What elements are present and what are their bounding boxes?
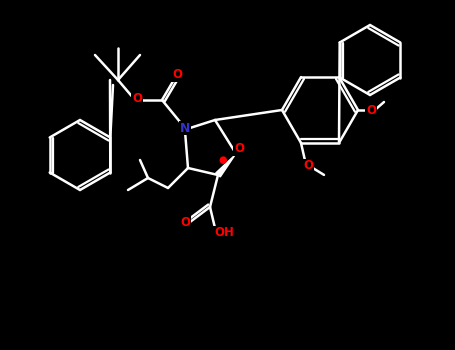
Text: O: O <box>132 91 142 105</box>
Polygon shape <box>216 155 235 177</box>
Text: O: O <box>303 159 313 173</box>
Text: ●: ● <box>219 155 227 165</box>
Text: OH: OH <box>214 226 234 239</box>
Text: N: N <box>180 121 190 134</box>
Text: O: O <box>366 104 376 117</box>
Text: O: O <box>172 69 182 82</box>
Text: O: O <box>234 142 244 155</box>
Text: O: O <box>180 217 190 230</box>
